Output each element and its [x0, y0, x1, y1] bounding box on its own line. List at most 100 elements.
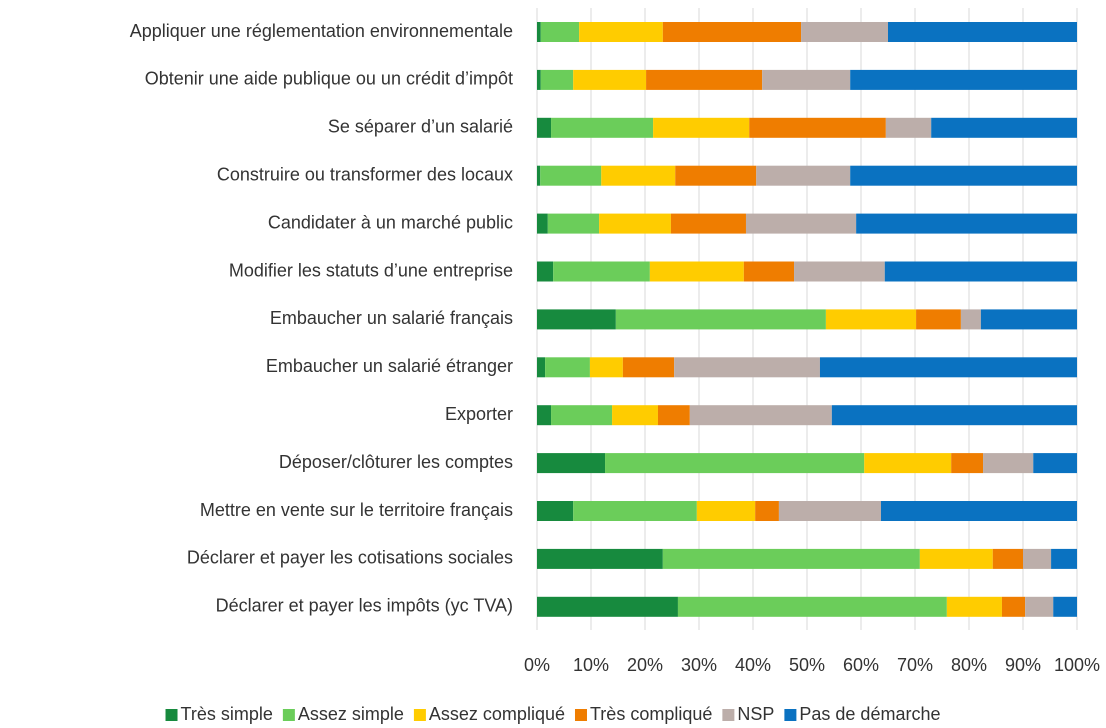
x-tick-label: 90%: [1005, 655, 1041, 675]
bar-segment: [850, 165, 1077, 186]
y-tick-label: Exporter: [445, 404, 513, 424]
legend-label: NSP: [737, 704, 774, 724]
y-tick-label: Obtenir une aide publique ou un crédit d…: [145, 69, 513, 89]
bar-segment: [537, 453, 606, 474]
bar-segment: [745, 213, 857, 234]
bar-segment: [689, 405, 832, 426]
bar-segment: [696, 501, 756, 521]
bar-segment: [553, 261, 650, 282]
x-tick-label: 50%: [789, 655, 825, 675]
bar-segment: [573, 69, 647, 90]
bar-segment: [1001, 596, 1026, 617]
bar-segment: [884, 261, 1077, 282]
bar-segment: [599, 213, 671, 234]
bar-segment: [662, 22, 802, 42]
legend-label: Pas de démarche: [799, 704, 940, 724]
bar-segment: [801, 22, 888, 42]
bar-segment: [856, 213, 1077, 234]
bar-segment: [589, 357, 623, 378]
bar-segment: [537, 309, 616, 330]
bar-segment: [601, 165, 676, 186]
bar-segment: [605, 453, 865, 474]
bar-segment: [885, 117, 932, 138]
y-tick-label: Embaucher un salarié français: [270, 308, 513, 328]
bar-segment: [537, 165, 541, 186]
legend-label: Assez compliqué: [429, 704, 565, 724]
bar-segment: [677, 596, 947, 617]
bar-segment: [946, 596, 1002, 617]
bar-segment: [537, 22, 541, 42]
x-tick-label: 70%: [897, 655, 933, 675]
bar-segment: [537, 357, 546, 378]
x-tick-label: 40%: [735, 655, 771, 675]
bar-segment: [551, 405, 613, 426]
legend-swatch: [722, 709, 735, 721]
bar-segment: [888, 22, 1077, 42]
bar-segment: [653, 117, 750, 138]
bar-segment: [951, 453, 984, 474]
bar-segment: [573, 501, 697, 521]
x-tick-label: 10%: [573, 655, 609, 675]
legend-swatch: [574, 709, 587, 721]
bar-segment: [864, 453, 952, 474]
bar-segment: [537, 69, 541, 90]
y-tick-label: Candidater à un marché public: [268, 212, 513, 232]
legend-swatch: [165, 709, 178, 721]
bar-segment: [1023, 548, 1052, 569]
y-tick-label: Construire ou transformer des locaux: [217, 164, 513, 184]
bar-segment: [675, 165, 757, 186]
legend-label: Très simple: [181, 704, 273, 724]
y-tick-label: Déposer/clôturer les comptes: [279, 452, 513, 472]
bar-segment: [992, 548, 1023, 569]
bar-segment: [537, 405, 552, 426]
bar-segment: [916, 309, 961, 330]
legend-swatch: [282, 709, 295, 721]
bar-segment: [756, 165, 851, 186]
bar-segment: [612, 405, 658, 426]
bar-segment: [880, 501, 1077, 521]
bar-segment: [919, 548, 993, 569]
bar-segment: [537, 261, 554, 282]
x-tick-label: 80%: [951, 655, 987, 675]
bar-segment: [819, 357, 1077, 378]
y-tick-label: Modifier les statuts d’une entreprise: [229, 260, 513, 280]
y-tick-label: Se séparer d’un salarié: [328, 117, 513, 137]
legend-swatch: [413, 709, 426, 721]
bar-segment: [646, 69, 763, 90]
bar-segment: [1051, 548, 1077, 569]
bar-segment: [540, 69, 574, 90]
x-tick-label: 30%: [681, 655, 717, 675]
bar-segment: [537, 501, 574, 521]
x-tick-label: 60%: [843, 655, 879, 675]
bar-segment: [537, 213, 548, 234]
y-tick-label: Déclarer et payer les cotisations social…: [187, 548, 513, 568]
bar-segment: [670, 213, 746, 234]
bar-segment: [547, 213, 600, 234]
bar-segment: [825, 309, 917, 330]
y-tick-label: Déclarer et payer les impôts (yc TVA): [216, 596, 513, 616]
bar-segment: [983, 453, 1034, 474]
bar-segment: [931, 117, 1077, 138]
bar-segment: [537, 117, 552, 138]
legend-label: Très compliqué: [590, 704, 712, 724]
bar-segment: [749, 117, 886, 138]
bar-segment: [794, 261, 885, 282]
bar-segment: [1033, 453, 1077, 474]
bar-segment: [537, 548, 663, 569]
bar-segment: [537, 596, 678, 617]
bar-segment: [980, 309, 1077, 330]
bar-segment: [551, 117, 654, 138]
legend-swatch: [784, 709, 797, 721]
bar-segment: [850, 69, 1077, 90]
bar-segment: [1025, 596, 1054, 617]
bar-segment: [762, 69, 851, 90]
bar-segment: [662, 548, 920, 569]
legend-label: Assez simple: [298, 704, 404, 724]
bar-segment: [649, 261, 744, 282]
x-tick-label: 20%: [627, 655, 663, 675]
bar-segment: [657, 405, 690, 426]
bar-segment: [674, 357, 820, 378]
x-tick-label: 0%: [524, 655, 550, 675]
y-tick-label: Appliquer une réglementation environneme…: [130, 21, 513, 41]
